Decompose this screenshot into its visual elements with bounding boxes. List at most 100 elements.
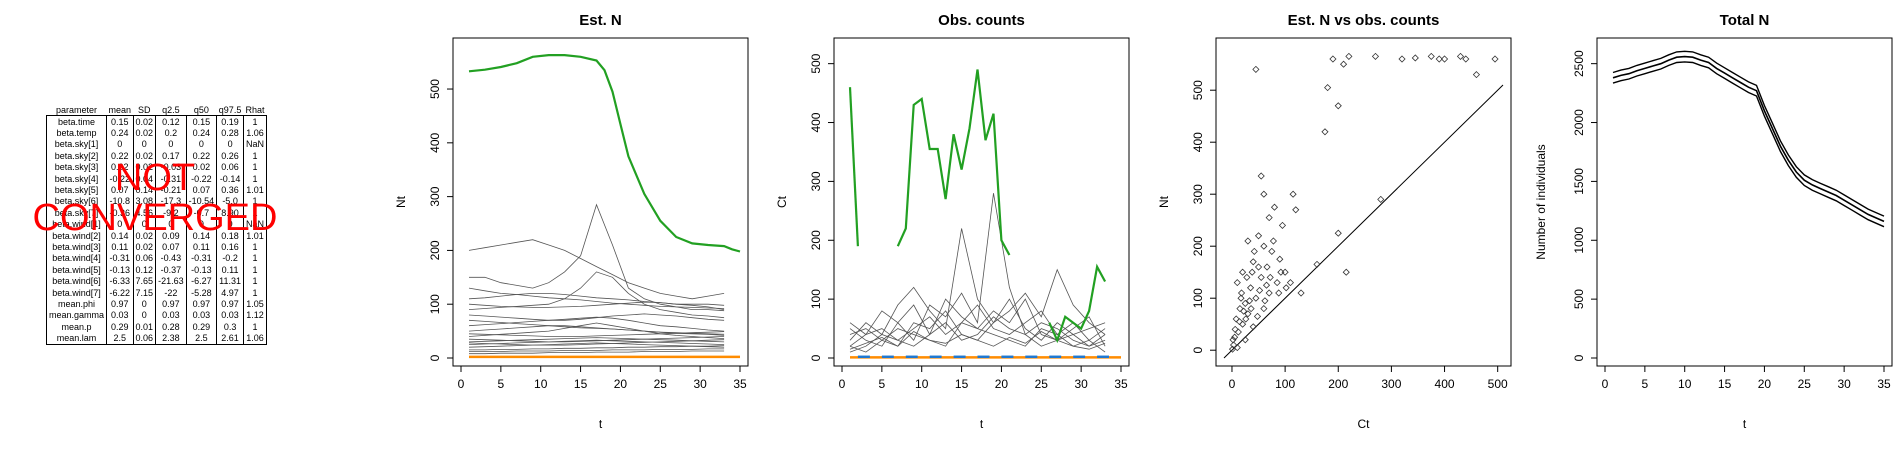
scatter-point (1321, 128, 1329, 136)
scatter-point (1236, 305, 1244, 313)
y-tick-label: 300 (428, 186, 442, 206)
y-axis-label: Nt (1157, 195, 1171, 208)
table-row: beta.temp 0.24 0.02 0.2 0.24 0.28 1.06 (45, 127, 268, 139)
table-cell: 1 (242, 195, 268, 208)
scatter-point (1244, 310, 1252, 318)
chart-title: Est. N (579, 12, 622, 29)
x-tick-label: 5 (498, 377, 505, 391)
x-tick-label: 0 (458, 377, 465, 391)
scatter-point (1233, 279, 1241, 287)
y-axis-label: Ct (775, 195, 789, 208)
scatter-point (1243, 273, 1251, 281)
x-axis-label: t (1743, 417, 1747, 431)
scatter-point (1411, 54, 1419, 62)
table-row: mean.gamma 0.03 0 0.03 0.03 0.03 1.12 (45, 309, 268, 322)
table-cell: beta.wind[6] (45, 275, 108, 287)
scatter-point (1324, 84, 1332, 92)
table-row: beta.wind[1] 0 0 0 0 0 NaN (45, 218, 268, 230)
x-tick-label: 0 (1229, 377, 1236, 391)
table-cell: 0 (106, 138, 134, 151)
x-tick-label: 500 (1488, 377, 1508, 391)
x-tick-label: 200 (1328, 377, 1348, 391)
green-series-line (896, 69, 1011, 256)
table-cell: 0.14 (106, 229, 134, 242)
gray-series-line (469, 203, 725, 312)
scatter-point (1235, 318, 1243, 326)
table-row: beta.wind[7] -6.22 7.15 -22 -5.28 4.97 1 (45, 286, 268, 299)
table-cell: beta.wind[2] (45, 229, 108, 242)
parameter-table: parameter mean SD q2.5 q50 q97.5 Rhat beta.tim… (45, 104, 268, 345)
scatter-point (1240, 307, 1248, 315)
scatter-point (1254, 263, 1263, 271)
scatter-point (1260, 190, 1268, 198)
x-tick-label: 35 (1877, 377, 1891, 391)
x-tick-label: 10 (1678, 377, 1692, 391)
scatter-point (1261, 297, 1269, 305)
y-tick-label: 0 (1191, 347, 1205, 354)
table-row: beta.wind[3] 0.11 0.02 0.07 0.11 0.16 1 (45, 241, 268, 253)
table-cell: 1 (242, 321, 268, 333)
plot-frame (1596, 37, 1893, 367)
scatter-point (1278, 221, 1287, 229)
table-cell: beta.sky[3] (45, 161, 108, 173)
scatter-point (1257, 172, 1265, 180)
y-tick-label: 500 (1572, 289, 1586, 309)
green-series-line (468, 53, 741, 253)
scatter-point (1266, 273, 1274, 281)
scatter-point (1265, 289, 1273, 297)
y-tick-label: 400 (809, 112, 823, 132)
y-tick-label: 300 (1191, 184, 1205, 204)
y-tick-label: 2500 (1572, 50, 1586, 77)
table-cell: NaN (242, 218, 268, 230)
x-tick-label: 30 (1837, 377, 1851, 391)
column-header: Rhat (245, 104, 265, 115)
reference-line (1223, 84, 1504, 359)
scatter-point (1334, 229, 1342, 237)
table-row: beta.wind[2] 0.14 0.02 0.09 0.14 0.18 1.01 (45, 229, 268, 242)
x-tick-label: 35 (1114, 377, 1128, 391)
scatter-point (1273, 279, 1281, 287)
y-axis-label: Number of individuals (1534, 144, 1548, 259)
table-cell: 1 (242, 286, 268, 299)
chart-title: Est. N vs obs. counts (1288, 12, 1440, 29)
scatter-point (1265, 214, 1273, 222)
table-cell: beta.wind[7] (45, 286, 108, 299)
gray-series-line (468, 313, 725, 321)
x-tick-label: 10 (915, 377, 929, 391)
x-tick-label: 10 (534, 377, 548, 391)
plot-frame (452, 37, 749, 367)
y-tick-label: 200 (1191, 236, 1205, 256)
gray-series-line (849, 193, 1106, 347)
scatter-point (1435, 55, 1443, 63)
y-tick-label: 2000 (1572, 109, 1586, 136)
scatter-point (1231, 333, 1239, 341)
table-row: mean.phi 0.97 0 0.97 0.97 0.97 1.05 (45, 298, 268, 310)
table-row: beta.sky[3] 0.02 0.02 -0.03 0.02 0.06 1 (45, 161, 268, 173)
x-axis-label: t (599, 417, 603, 431)
x-tick-label: 25 (1798, 377, 1812, 391)
table-cell: beta.wind[1] (45, 218, 108, 230)
y-tick-label: 0 (1572, 354, 1586, 361)
y-tick-label: 0 (428, 354, 442, 361)
gray-series-line (468, 316, 725, 332)
gray-series-line (849, 331, 1106, 350)
scatter-point (1340, 60, 1348, 68)
table-cell: 1.06 (242, 332, 268, 345)
scatter-point (1286, 279, 1294, 287)
scatter-point (1260, 305, 1268, 313)
scatter-point (1256, 286, 1264, 294)
table-cell: 1 (242, 264, 268, 276)
scatter-point (1334, 102, 1342, 110)
scatter-point (1249, 323, 1257, 331)
table-cell: beta.sky[1] (45, 138, 108, 151)
scatter-point (1371, 52, 1380, 60)
table-cell: beta.sky[4] (45, 172, 108, 185)
scatter-point (1456, 52, 1465, 60)
table-cell: mean.gamma (45, 309, 108, 322)
x-axis-label: t (980, 417, 984, 431)
scatter-point (1329, 55, 1337, 63)
table-cell: -0.13 (106, 264, 134, 276)
chart-title: Total N (1720, 12, 1770, 29)
gray-series-line (468, 337, 725, 343)
